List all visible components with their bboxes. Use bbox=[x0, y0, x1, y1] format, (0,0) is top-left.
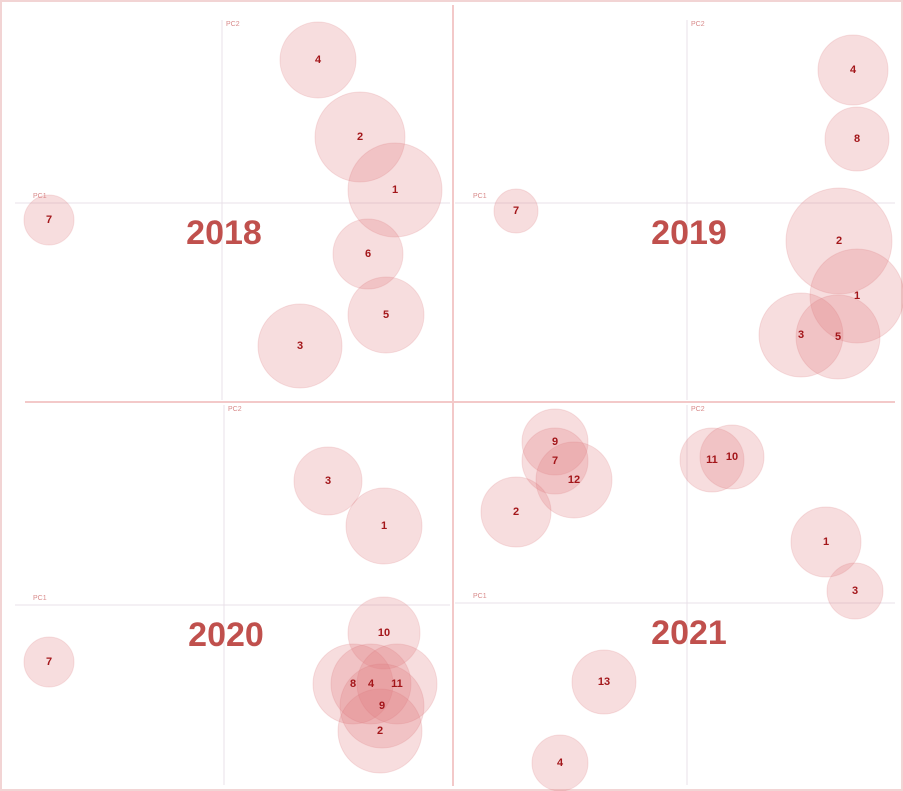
point-label: 8 bbox=[854, 133, 860, 145]
point-label: 3 bbox=[798, 329, 804, 341]
bubble bbox=[312, 643, 394, 725]
bubble bbox=[23, 194, 75, 246]
point-label: 4 bbox=[850, 64, 857, 76]
point-label: 7 bbox=[552, 455, 558, 467]
bubble bbox=[531, 734, 589, 791]
bubble bbox=[824, 106, 890, 172]
bubble bbox=[790, 506, 862, 578]
chart-title: 2021 bbox=[651, 614, 727, 652]
point-label: 3 bbox=[297, 340, 303, 352]
point-label: 1 bbox=[392, 184, 398, 196]
point-label: 10 bbox=[726, 451, 738, 463]
bubble bbox=[826, 562, 884, 620]
point-label: 1 bbox=[381, 520, 387, 532]
chart-title: 2019 bbox=[651, 214, 727, 252]
bubble bbox=[521, 408, 589, 476]
bubble bbox=[314, 91, 406, 183]
bubble bbox=[493, 188, 539, 234]
bubble bbox=[347, 596, 421, 670]
point-label: 5 bbox=[383, 309, 389, 321]
bubble bbox=[521, 427, 589, 495]
bubble bbox=[347, 276, 425, 354]
bubble bbox=[332, 218, 404, 290]
point-label: 7 bbox=[46, 656, 52, 668]
point-label: 11 bbox=[706, 454, 718, 466]
point-label: 4 bbox=[368, 678, 375, 690]
bubble bbox=[480, 476, 552, 548]
bubble bbox=[339, 663, 425, 749]
y-axis-label: PC2 bbox=[691, 406, 705, 413]
point-label: 7 bbox=[513, 205, 519, 217]
bubble bbox=[257, 303, 343, 389]
bubble bbox=[279, 21, 357, 99]
bubble bbox=[785, 187, 893, 295]
y-axis-label: PC2 bbox=[228, 406, 242, 413]
bubble bbox=[817, 34, 889, 106]
point-label: 2 bbox=[513, 506, 519, 518]
bubble bbox=[347, 142, 443, 238]
point-label: 4 bbox=[315, 54, 322, 66]
x-axis-label: PC1 bbox=[33, 595, 47, 602]
point-label: 13 bbox=[598, 676, 610, 688]
bubble bbox=[795, 294, 881, 380]
y-axis-label: PC2 bbox=[691, 21, 705, 28]
bubble bbox=[679, 427, 745, 493]
bubble bbox=[699, 424, 765, 490]
point-label: 9 bbox=[552, 436, 558, 448]
point-label: 11 bbox=[391, 678, 403, 690]
x-axis-label: PC1 bbox=[473, 193, 487, 200]
point-label: 2 bbox=[357, 131, 363, 143]
point-label: 8 bbox=[350, 678, 356, 690]
bubble bbox=[23, 636, 75, 688]
point-label: 7 bbox=[46, 214, 52, 226]
bubble bbox=[809, 248, 903, 344]
point-label: 1 bbox=[823, 536, 829, 548]
x-axis-label: PC1 bbox=[473, 593, 487, 600]
chart-title: 2020 bbox=[188, 616, 264, 654]
x-axis-label: PC1 bbox=[33, 193, 47, 200]
y-axis-label: PC2 bbox=[226, 21, 240, 28]
point-label: 2 bbox=[377, 725, 383, 737]
bubble bbox=[330, 643, 412, 725]
bubble bbox=[356, 643, 438, 725]
point-label: 10 bbox=[378, 627, 390, 639]
bubble bbox=[293, 446, 363, 516]
point-label: 5 bbox=[835, 331, 841, 343]
point-label: 9 bbox=[379, 700, 385, 712]
point-label: 1 bbox=[854, 290, 860, 302]
bubble bbox=[337, 688, 423, 774]
point-label: 2 bbox=[836, 235, 842, 247]
point-label: 3 bbox=[325, 475, 331, 487]
bubble bbox=[345, 487, 423, 565]
point-label: 3 bbox=[852, 585, 858, 597]
point-label: 12 bbox=[568, 474, 580, 486]
bubble bbox=[758, 292, 844, 378]
point-label: 4 bbox=[557, 757, 564, 769]
bubble bbox=[535, 441, 613, 519]
point-label: 6 bbox=[365, 248, 371, 260]
bubble bbox=[571, 649, 637, 715]
chart-title: 2018 bbox=[186, 214, 262, 252]
